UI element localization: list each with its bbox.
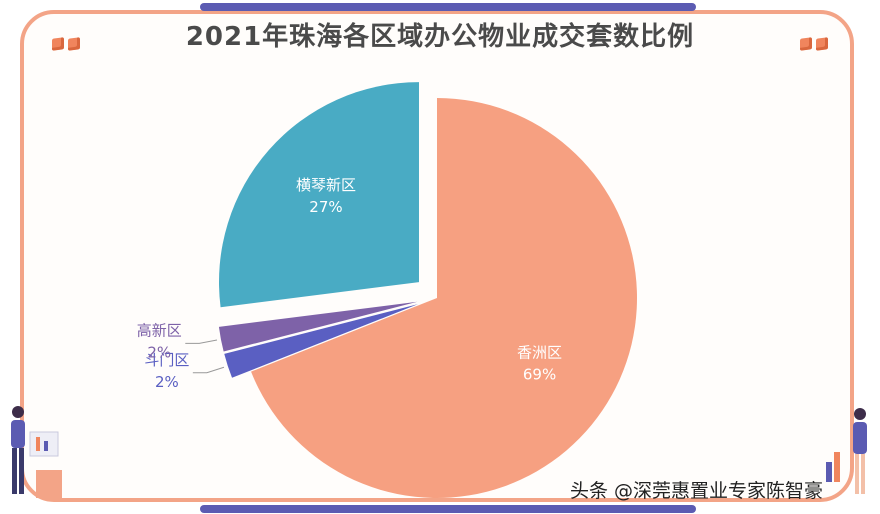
pie-slice-4 bbox=[218, 82, 419, 308]
pie-slice-3 bbox=[218, 301, 418, 352]
person-left-illustration bbox=[11, 406, 62, 498]
slice-value-label-1: 69% bbox=[523, 366, 556, 384]
slice-label-1: 香洲区 bbox=[517, 344, 562, 362]
pie-slice-1 bbox=[251, 98, 638, 498]
top-accent-bar bbox=[200, 3, 696, 11]
bottom-accent-bar bbox=[200, 505, 696, 513]
slice-label-2: 斗门区 bbox=[144, 351, 189, 369]
chart-title: 2021年珠海各区域办公物业成交套数比例 bbox=[185, 22, 695, 52]
slice-value-label-4: 27% bbox=[309, 198, 342, 216]
slice-value-label-3: 2% bbox=[147, 343, 171, 361]
pie-slice-2 bbox=[224, 304, 418, 378]
slice-value-label-2: 2% bbox=[155, 373, 179, 391]
slice-label-4: 横琴新区 bbox=[296, 176, 356, 194]
slice-label-3: 高新区 bbox=[137, 321, 182, 339]
leader-line-2 bbox=[192, 366, 225, 374]
person-right-illustration bbox=[826, 408, 867, 494]
watermark: 头条 @深莞惠置业专家陈智豪 bbox=[570, 480, 824, 502]
leader-line-3 bbox=[185, 339, 218, 344]
